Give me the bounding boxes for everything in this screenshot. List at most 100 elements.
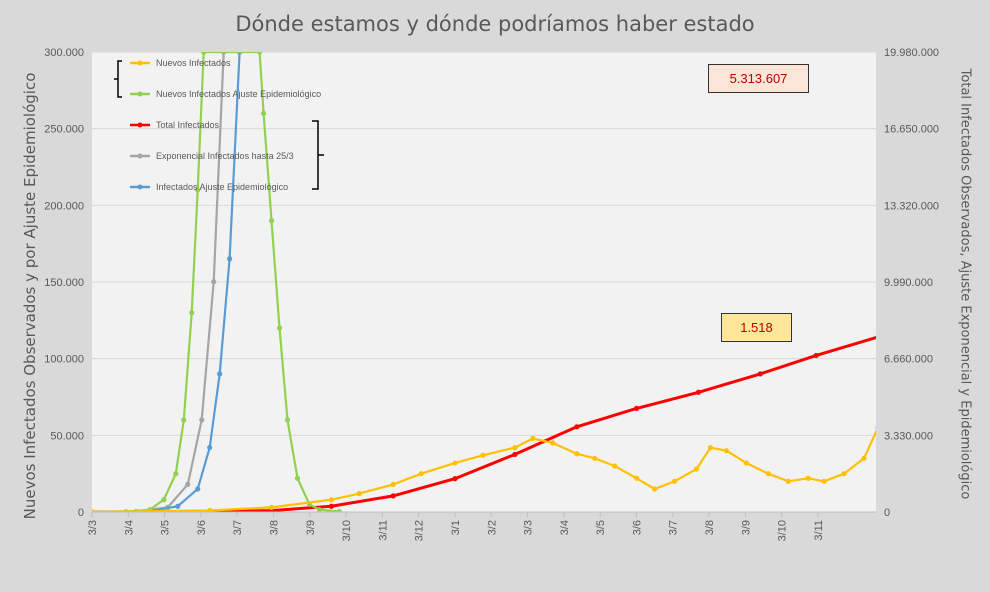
x-tick-label: 3/10: [341, 520, 353, 541]
data-point: [512, 445, 518, 451]
x-tick-label: 3/12: [414, 520, 426, 541]
legend: Nuevos Infectados Nuevos Infectados Ajust…: [130, 58, 321, 192]
data-point: [875, 426, 876, 430]
data-point: [743, 460, 749, 466]
data-point: [452, 460, 458, 466]
y-tick-left: 100.000: [44, 354, 84, 366]
data-point: [195, 187, 201, 193]
data-point: [723, 448, 729, 454]
y-tick-left: 300.000: [44, 47, 84, 59]
data-point: [418, 471, 424, 477]
y-tick-right: 16.650.000: [884, 124, 939, 136]
data-point: [199, 417, 205, 423]
x-tick-label: 3/11: [377, 520, 389, 541]
x-tick-label: 3/5: [160, 520, 172, 535]
y-tick-right: 19.980.000: [884, 47, 939, 59]
data-point: [512, 451, 518, 458]
y-tick-right: 13.320.000: [884, 200, 939, 212]
y-tick-right: 6.660.000: [884, 354, 933, 366]
data-point: [217, 371, 223, 377]
data-point: [695, 389, 702, 395]
data-point: [861, 455, 867, 461]
data-point: [693, 466, 700, 472]
x-tick-label: 3/6: [196, 520, 208, 535]
data-point: [268, 218, 275, 224]
data-point: [284, 417, 291, 423]
data-point: [821, 478, 827, 484]
chart-title: Dónde estamos y dónde podríamos haber es…: [235, 12, 755, 36]
x-tick-label: 3/4: [123, 520, 135, 535]
data-point: [785, 478, 791, 484]
data-point: [189, 310, 195, 316]
axes: 0 0 50.000 3.330.000 100.000 6.660.000 150.000…: [44, 47, 939, 541]
y-tick-right: 3.330.000: [884, 430, 933, 442]
x-tick-label: 3/5: [595, 520, 607, 535]
series-line: [92, 52, 340, 512]
data-point: [260, 110, 267, 116]
data-point: [294, 475, 301, 481]
data-point: [185, 481, 191, 487]
data-point: [173, 471, 179, 477]
data-point: [943, 402, 948, 407]
x-tick-label: 3/9: [740, 520, 752, 535]
data-point: [161, 497, 167, 503]
data-point: [923, 387, 928, 392]
x-tick-label: 3/8: [704, 520, 716, 535]
data-point: [963, 364, 968, 369]
data-point: [671, 478, 678, 484]
x-tick-label: 3/3: [523, 520, 535, 535]
data-point: [983, 341, 988, 346]
data-point: [903, 379, 908, 384]
data-point: [452, 476, 458, 482]
legend-label: Nuevos Infectados Ajuste Epidemiológico: [156, 89, 321, 99]
data-point: [316, 507, 323, 512]
data-point: [875, 335, 876, 339]
legend-swatch-marker: [137, 184, 143, 190]
legend-brackets: [114, 60, 324, 190]
data-point: [207, 444, 213, 451]
data-point: [256, 52, 263, 55]
data-point: [530, 435, 536, 441]
data-point: [550, 440, 556, 446]
data-point: [707, 445, 714, 451]
data-point: [805, 475, 811, 481]
data-point: [268, 504, 275, 510]
data-point: [201, 52, 207, 55]
data-point: [765, 471, 771, 477]
data-point: [390, 493, 396, 499]
data-point: [889, 394, 894, 399]
legend-swatch-marker: [137, 122, 143, 128]
data-point: [574, 451, 580, 457]
x-tick-label: 3/11: [813, 520, 825, 541]
x-tick-label: 3/7: [668, 520, 680, 535]
legend-label: Exponencial Infectados hasta 25/3: [156, 151, 294, 161]
y-tick-left: 50.000: [50, 430, 84, 442]
legend-label: Infectados Ajuste Epidemiológico: [156, 182, 288, 192]
x-tick-label: 3/1: [450, 520, 462, 535]
y-tick-right: 0: [884, 507, 890, 519]
y-tick-left: 0: [78, 507, 84, 519]
x-tick-label: 3/6: [631, 520, 643, 535]
data-point: [276, 325, 283, 331]
data-point: [651, 486, 658, 492]
data-point: [592, 455, 598, 461]
x-tick-label: 3/8: [268, 520, 280, 535]
data-point: [227, 256, 233, 262]
series-layer: [92, 52, 988, 512]
x-tick-label: 3/7: [232, 520, 244, 535]
data-point: [92, 509, 95, 512]
data-point: [813, 352, 819, 359]
data-point: [480, 452, 486, 458]
data-point: [574, 424, 580, 430]
legend-swatch-marker: [137, 91, 143, 97]
x-tick-label: 3/2: [486, 520, 498, 535]
legend-swatch-marker: [137, 153, 143, 159]
series-nuevos-infectados: [92, 341, 988, 512]
data-point: [356, 491, 362, 497]
y-tick-left: 250.000: [44, 124, 84, 136]
x-tick-label: 3/9: [305, 520, 317, 535]
x-tick-label: 3/3: [87, 520, 99, 535]
legend-label: Total Infectados: [156, 120, 220, 130]
